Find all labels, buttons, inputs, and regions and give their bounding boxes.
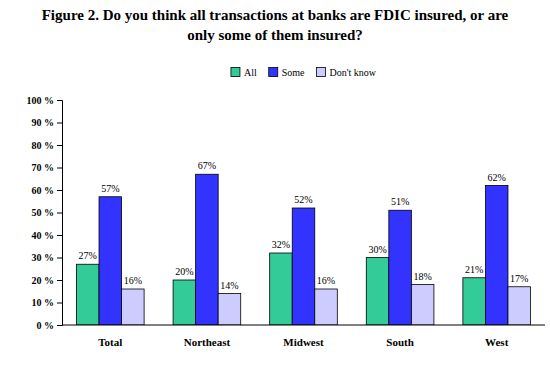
y-tick: 30 %	[32, 252, 63, 263]
bar	[196, 174, 219, 325]
data-label: 62%	[488, 172, 506, 183]
x-tick-label: West	[485, 336, 509, 348]
legend-swatch	[317, 68, 326, 77]
y-tick-label: 40 %	[32, 230, 55, 241]
y-tick-mark	[57, 303, 62, 304]
y-tick-label: 100 %	[27, 95, 55, 106]
bar	[508, 287, 531, 325]
chart: Figure 2. Do you think all transactions …	[0, 0, 550, 365]
y-tick: 40 %	[32, 230, 63, 241]
data-label: 32%	[272, 239, 290, 250]
y-tick-mark	[57, 100, 62, 101]
y-tick-label: 20 %	[32, 275, 55, 286]
data-label: 67%	[198, 160, 216, 171]
y-tick-label: 30 %	[32, 252, 55, 263]
bar	[173, 280, 196, 325]
y-tick-label: 70 %	[32, 162, 55, 173]
bar	[366, 258, 389, 326]
y-tick: 100 %	[27, 95, 63, 106]
y-tick: 50 %	[32, 207, 63, 218]
x-axis-line	[62, 325, 545, 326]
legend-label: Some	[282, 67, 305, 78]
y-tick: 70 %	[32, 162, 63, 173]
bar	[485, 186, 508, 326]
bar	[270, 253, 293, 325]
x-tick: South	[386, 325, 414, 348]
data-label: 20%	[175, 266, 193, 277]
data-label: 18%	[413, 271, 431, 282]
y-tick-mark	[57, 325, 62, 326]
y-tick: 90 %	[32, 117, 63, 128]
data-labels: 27% 20% 32% 30% 21% 57% 67% 52% 51% 62% 16% 14% 16% 1…	[79, 160, 529, 290]
bar	[411, 285, 434, 326]
y-tick-mark	[57, 145, 62, 146]
y-tick: 0 %	[37, 320, 63, 331]
y-tick-label: 80 %	[32, 140, 55, 151]
x-tick-label: South	[386, 336, 414, 348]
x-tick-label: Midwest	[283, 336, 324, 348]
bar	[218, 294, 241, 326]
legend-item: All	[231, 67, 257, 78]
legend-item: Don't know	[317, 67, 377, 78]
x-tick: West	[485, 325, 509, 348]
y-tick: 80 %	[32, 140, 63, 151]
y-tick-mark	[57, 235, 62, 236]
legend-label: Don't know	[330, 67, 377, 78]
y-tick-mark	[57, 258, 62, 259]
bar	[315, 289, 338, 325]
y-tick: 20 %	[32, 275, 63, 286]
y-axis-line	[57, 101, 63, 326]
data-label: 30%	[368, 244, 386, 255]
data-label: 51%	[391, 196, 409, 207]
x-tick: Northeast	[184, 325, 231, 348]
y-axis: 0 % 10 % 20 % 30 % 40 % 50 % 60 % 70 % 80 % 90 % 1…	[27, 95, 63, 331]
y-tick: 60 %	[32, 185, 63, 196]
y-tick-mark	[57, 190, 62, 191]
x-tick: Midwest	[283, 325, 324, 348]
y-tick-mark	[57, 123, 62, 124]
data-label: 16%	[317, 275, 335, 286]
y-tick-label: 60 %	[32, 185, 55, 196]
y-tick-label: 0 %	[37, 320, 55, 331]
x-axis: Total Northeast Midwest South West	[62, 325, 545, 348]
x-tick: Total	[98, 325, 122, 348]
y-tick-mark	[57, 280, 62, 281]
bar	[292, 208, 315, 325]
x-tick-label: Northeast	[184, 336, 231, 348]
title: Figure 2. Do you think all transactions …	[42, 7, 509, 43]
x-tick-label: Total	[98, 336, 122, 348]
legend: All Some Don't know	[231, 67, 377, 78]
data-label: 52%	[294, 194, 312, 205]
y-tick-label: 50 %	[32, 207, 55, 218]
data-label: 27%	[79, 250, 97, 261]
data-label: 14%	[220, 280, 238, 291]
y-tick-mark	[57, 213, 62, 214]
y-tick-mark	[57, 168, 62, 169]
legend-item: Some	[269, 67, 305, 78]
y-tick-label: 10 %	[32, 297, 55, 308]
y-tick-label: 90 %	[32, 117, 55, 128]
data-label: 17%	[510, 273, 528, 284]
legend-swatch	[269, 68, 278, 77]
legend-swatch	[231, 68, 240, 77]
data-label: 21%	[465, 264, 483, 275]
data-label: 16%	[124, 275, 142, 286]
bar	[122, 289, 145, 325]
bars	[76, 174, 530, 325]
bar	[99, 197, 122, 325]
y-tick: 10 %	[32, 297, 63, 308]
data-label: 57%	[101, 183, 119, 194]
bar	[76, 264, 99, 325]
bar	[389, 210, 412, 325]
bar	[463, 278, 486, 325]
legend-label: All	[244, 67, 257, 78]
